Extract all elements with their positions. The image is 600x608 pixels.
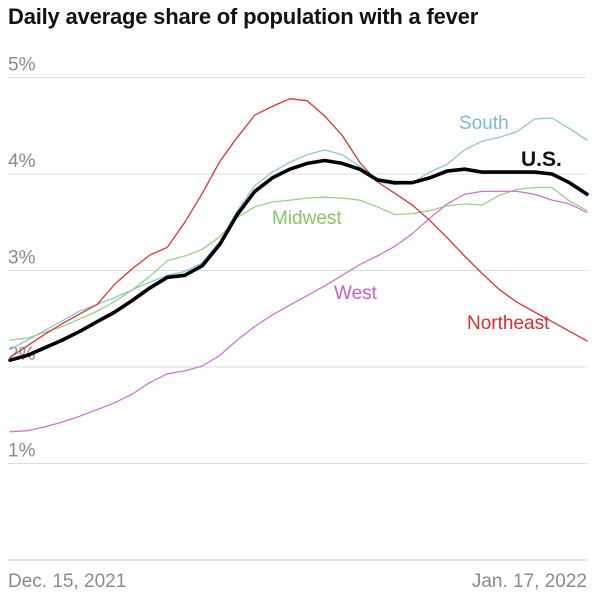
y-tick-label: 5%: [8, 55, 36, 76]
series-label-south: South: [459, 113, 509, 134]
series-line-south: [9, 117, 588, 351]
series-labels: South Midwest West Northeast U.S.: [272, 113, 562, 334]
series-line-west: [9, 190, 588, 433]
series-label-us: U.S.: [521, 148, 562, 171]
x-tick-start: Dec. 15, 2021: [8, 571, 126, 592]
y-axis-ticks: 1%2%3%4%5%: [8, 55, 36, 462]
chart-title: Daily average share of population with a…: [8, 4, 479, 29]
series-label-midwest: Midwest: [272, 208, 342, 229]
gridlines: [8, 77, 587, 561]
series-label-west: West: [334, 283, 378, 304]
x-tick-end: Jan. 17, 2022: [472, 571, 587, 592]
series-label-northeast: Northeast: [467, 313, 550, 334]
series-lines: [8, 98, 589, 433]
y-tick-label: 3%: [8, 248, 36, 269]
series-line-us: [8, 158, 589, 362]
y-tick-label: 1%: [8, 441, 36, 462]
series-line-northeast: [9, 98, 588, 359]
series-line-midwest: [9, 186, 588, 341]
y-tick-label: 4%: [8, 151, 36, 172]
